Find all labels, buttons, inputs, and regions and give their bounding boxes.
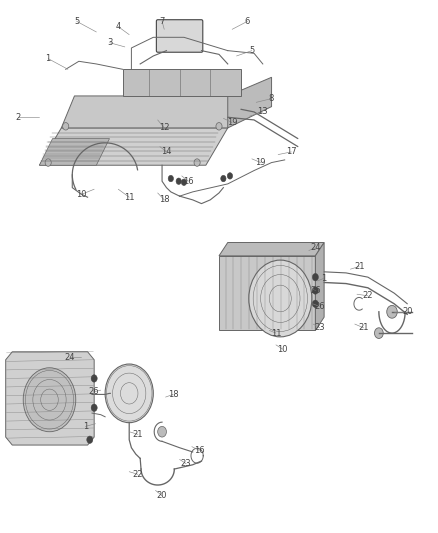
Text: 5: 5 — [74, 17, 79, 26]
Text: 22: 22 — [363, 292, 373, 300]
Circle shape — [249, 260, 312, 337]
Text: 24: 24 — [310, 244, 321, 252]
Circle shape — [158, 426, 166, 437]
Text: 16: 16 — [183, 177, 194, 185]
Text: 23: 23 — [314, 324, 325, 332]
Text: 26: 26 — [314, 302, 325, 311]
Circle shape — [23, 368, 76, 432]
Text: 8: 8 — [269, 94, 274, 103]
Text: 22: 22 — [133, 470, 143, 479]
Text: 7: 7 — [159, 17, 165, 26]
Circle shape — [312, 273, 318, 281]
Circle shape — [181, 179, 187, 185]
Circle shape — [45, 159, 51, 166]
Text: 3: 3 — [107, 38, 112, 47]
Circle shape — [216, 123, 222, 130]
Text: 1: 1 — [83, 422, 88, 431]
Polygon shape — [315, 243, 324, 330]
Text: 23: 23 — [181, 459, 191, 468]
FancyBboxPatch shape — [156, 20, 203, 52]
Text: 16: 16 — [194, 446, 205, 455]
Circle shape — [63, 123, 69, 130]
Text: 26: 26 — [310, 286, 321, 295]
Text: 20: 20 — [402, 308, 413, 316]
Polygon shape — [123, 69, 241, 96]
Circle shape — [227, 173, 233, 179]
Circle shape — [387, 305, 397, 318]
Text: 1: 1 — [46, 54, 51, 63]
Text: 10: 10 — [76, 190, 86, 199]
Text: 20: 20 — [157, 491, 167, 500]
Text: 2: 2 — [15, 113, 20, 122]
Text: 13: 13 — [258, 108, 268, 116]
Polygon shape — [219, 256, 315, 330]
Text: 19: 19 — [227, 118, 237, 127]
Polygon shape — [39, 128, 228, 165]
Text: 17: 17 — [286, 148, 297, 156]
Polygon shape — [6, 352, 94, 445]
Text: 11: 11 — [124, 193, 134, 201]
Circle shape — [87, 436, 93, 443]
Text: 24: 24 — [65, 353, 75, 361]
Text: 19: 19 — [255, 158, 266, 167]
Circle shape — [91, 375, 97, 382]
Text: 5: 5 — [249, 46, 254, 55]
Circle shape — [312, 300, 318, 308]
Circle shape — [374, 328, 383, 338]
Text: 6: 6 — [245, 17, 250, 26]
Circle shape — [176, 178, 181, 184]
Circle shape — [105, 364, 153, 423]
Text: 18: 18 — [168, 390, 178, 399]
Circle shape — [221, 175, 226, 182]
Text: 12: 12 — [159, 124, 170, 132]
Text: 21: 21 — [354, 262, 364, 271]
Text: 18: 18 — [159, 196, 170, 204]
Text: 11: 11 — [271, 329, 281, 337]
Circle shape — [168, 175, 173, 182]
Polygon shape — [219, 243, 324, 256]
Text: 26: 26 — [89, 387, 99, 396]
Text: 21: 21 — [133, 430, 143, 439]
Circle shape — [312, 287, 318, 294]
Polygon shape — [39, 139, 110, 165]
Text: 14: 14 — [161, 148, 172, 156]
Text: 1: 1 — [321, 274, 327, 282]
Circle shape — [194, 159, 200, 166]
Text: 4: 4 — [116, 22, 121, 31]
Polygon shape — [228, 77, 272, 128]
Circle shape — [91, 404, 97, 411]
Text: 10: 10 — [277, 345, 288, 353]
Polygon shape — [61, 96, 241, 128]
Text: 21: 21 — [358, 324, 369, 332]
